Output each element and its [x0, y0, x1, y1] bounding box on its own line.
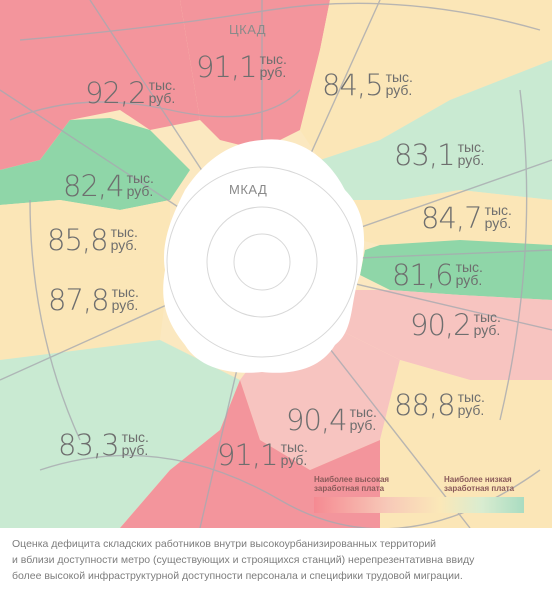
zone-east-mid — [330, 190, 552, 245]
zone-southeast-pink — [340, 290, 552, 380]
zone-value: 83,3 тыс. руб. — [58, 428, 149, 462]
zone-northwest — [0, 0, 200, 170]
zone-value: 90,4 тыс. руб. — [286, 403, 377, 437]
zone-south-red — [120, 380, 380, 528]
zone-east-green — [360, 240, 552, 300]
zone-value: 91,1 тыс. руб. — [196, 50, 287, 84]
zone-value: 88,8 тыс. руб. — [394, 388, 485, 422]
caption: Оценка дефицита складских работников вну… — [12, 538, 475, 582]
zone-southeast-cream — [380, 360, 552, 528]
zone-value: 84,7 тыс. руб. — [421, 201, 512, 235]
zone-southwest-green — [0, 340, 240, 528]
zone-west-green — [0, 118, 190, 210]
legend-color-scale — [314, 497, 524, 513]
zone-west-mid — [0, 200, 170, 280]
zone-value: 83,1 тыс. руб. — [394, 138, 485, 172]
zone-east-top — [320, 60, 552, 200]
zone-north — [180, 0, 330, 150]
map — [0, 0, 552, 528]
zone-value: 90,2 тыс. руб. — [410, 308, 501, 342]
zone-value: 92,2 тыс. руб. — [85, 76, 176, 110]
zone-northeast — [300, 0, 552, 160]
zone-value: 84,5 тыс. руб. — [322, 68, 413, 102]
zone-value: 81,6 тыс. руб. — [392, 258, 483, 292]
zone-value: 82,4 тыс. руб. — [63, 169, 154, 203]
mkad-label: МКАД — [229, 182, 268, 197]
zone-value: 87,8 тыс. руб. — [48, 283, 139, 317]
zone-value: 91,1 тыс. руб. — [217, 438, 308, 472]
moscow-city-area — [163, 139, 365, 373]
legend-low-label: Наиболее низкая заработная плата — [444, 475, 515, 493]
ckad-label: ЦКАД — [229, 22, 267, 37]
zone-value: 85,8 тыс. руб. — [47, 223, 138, 257]
legend-high-label: Наиболее высокая заработная плата — [314, 475, 390, 493]
zone-west-low — [0, 260, 170, 360]
